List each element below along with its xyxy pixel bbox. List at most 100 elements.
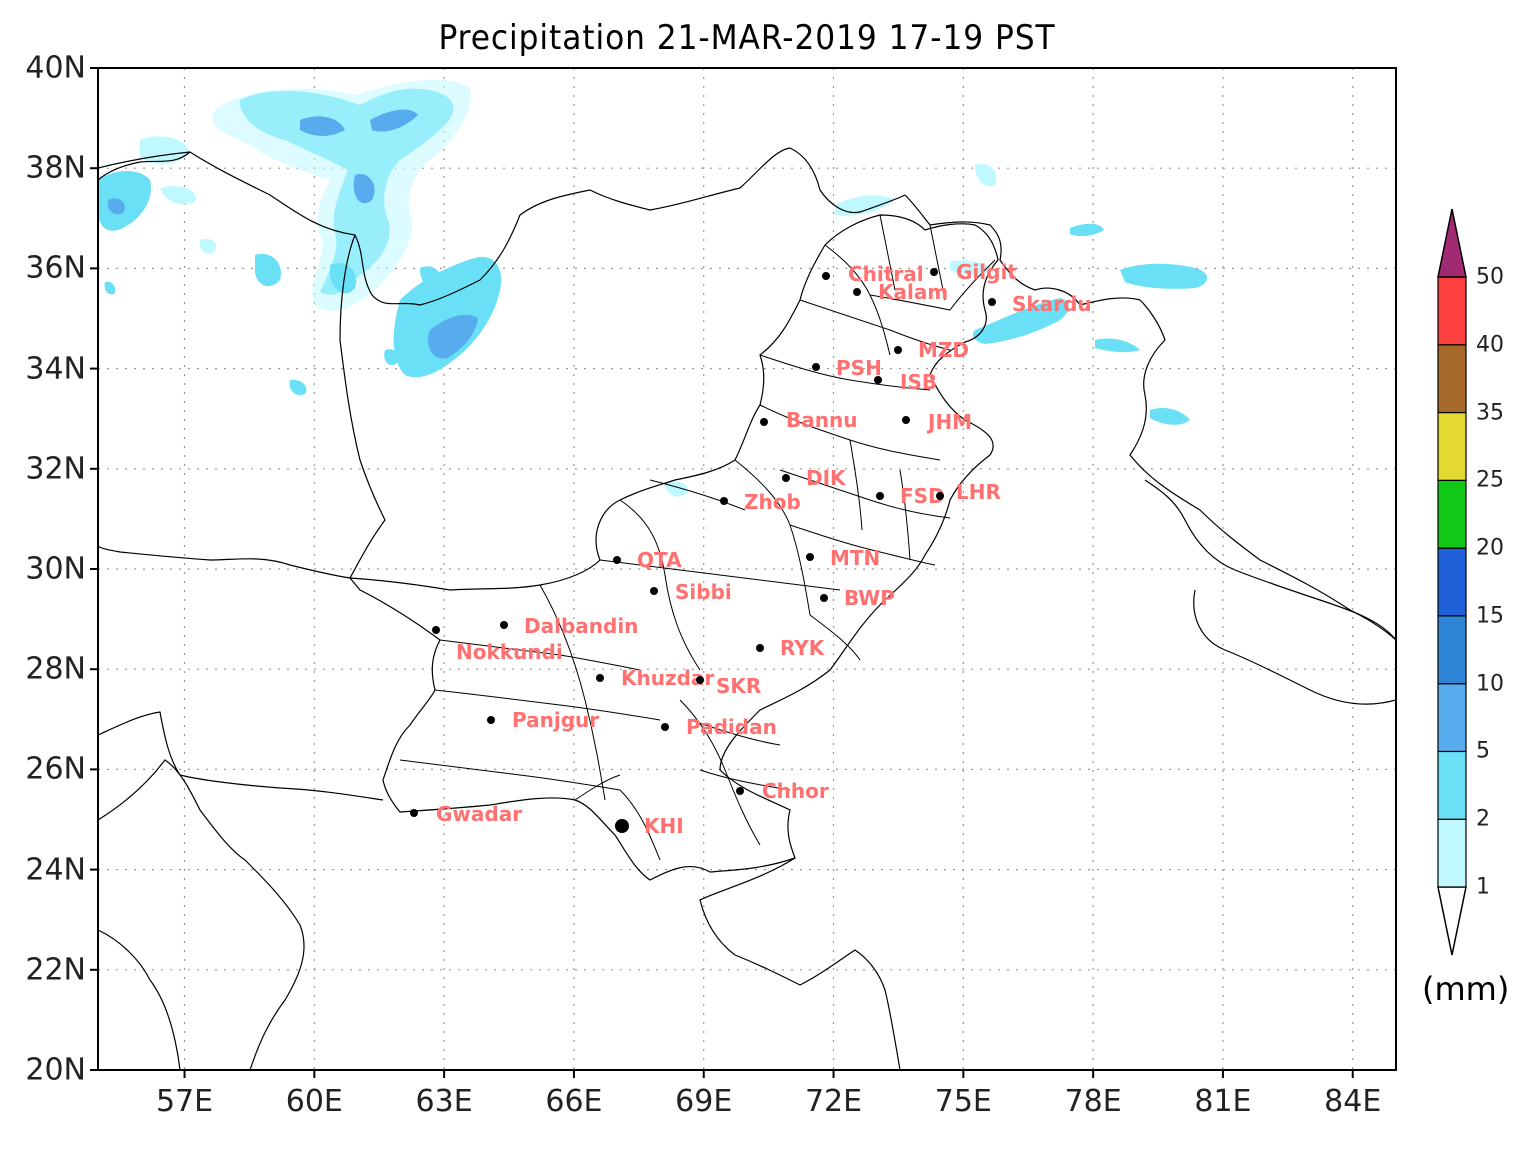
y-tick-label: 38N — [25, 150, 86, 186]
rain-patch-7 — [98, 171, 151, 231]
colorbar-box — [1437, 547, 1467, 617]
city-dot-gwadar — [410, 809, 418, 817]
city-dot-lhr — [936, 492, 944, 500]
colorbar-box — [1437, 683, 1467, 753]
x-tick-label: 66E — [545, 1084, 603, 1119]
colorbar-box — [1437, 615, 1467, 685]
x-tick-label: 84E — [1324, 1084, 1382, 1119]
city-dot-mzd — [894, 346, 902, 354]
colorbar-box — [1437, 818, 1467, 888]
city-label-isb: ISB — [900, 370, 938, 394]
map-title: Precipitation 21-MAR-2019 17-19 PST — [438, 18, 1056, 58]
y-tick-label: 26N — [25, 751, 86, 787]
city-label-mtn: MTN — [830, 546, 881, 570]
city-dot-khuzdar — [596, 674, 604, 682]
rain-patch-8 — [107, 198, 125, 215]
x-tick-label: 78E — [1064, 1084, 1122, 1119]
colorbar-box — [1437, 276, 1467, 346]
colorbar-box — [1437, 750, 1467, 820]
city-dot-mtn — [806, 553, 814, 561]
city-label-jhm: JHM — [928, 410, 973, 434]
x-tick-label: 72E — [804, 1084, 863, 1119]
axis-ticks — [90, 67, 1354, 1078]
x-tick-label: 60E — [285, 1084, 343, 1119]
city-dot-nokkundi — [432, 626, 440, 634]
city-dot-khi — [615, 819, 629, 833]
rain-patch-4 — [393, 256, 502, 378]
city-label-gwadar: Gwadar — [436, 802, 523, 826]
rain-patch-9 — [140, 136, 217, 254]
rain-patch-11 — [973, 298, 1069, 344]
city-dot-padidan — [661, 723, 669, 731]
colorbar-box — [1437, 411, 1467, 481]
x-tick-label: 63E — [415, 1084, 473, 1119]
colorbar-unit: (mm) — [1422, 970, 1510, 1008]
city-label-qta: QTA — [637, 548, 682, 572]
colorbar-level-label: 40 — [1476, 332, 1504, 358]
city-dot-dik — [782, 474, 790, 482]
city-label-ryk: RYK — [780, 636, 825, 660]
rain-patch-13 — [1070, 223, 1190, 425]
city-label-dalbandin: Dalbandin — [524, 614, 639, 638]
city-label-bannu: Bannu — [786, 408, 858, 432]
city-dot-bwp — [820, 594, 828, 602]
y-tick-label: 28N — [25, 651, 86, 687]
rain-patch-2 — [212, 79, 471, 312]
y-tick-label: 32N — [25, 451, 86, 487]
colorbar-box — [1437, 479, 1467, 549]
precipitation-patches — [98, 79, 1208, 497]
city-label-khi: KHI — [644, 814, 684, 838]
city-label-mzd: MZD — [918, 338, 970, 362]
city-dot-jhm — [902, 416, 910, 424]
city-label-nokkundi: Nokkundi — [456, 640, 563, 664]
colorbar-level-label: 35 — [1476, 400, 1504, 426]
y-tick-label: 30N — [25, 551, 86, 587]
rain-patch-14 — [665, 163, 997, 497]
colorbar — [1437, 208, 1467, 956]
city-label-chitral: Chitral — [848, 262, 924, 286]
colorbar-level-label: 2 — [1476, 806, 1490, 832]
colorbar-lower-arrow — [1437, 886, 1467, 956]
city-label-padidan: Padidan — [686, 715, 777, 739]
city-dot-qta — [613, 556, 621, 564]
city-label-gilgit: Gilgit — [956, 260, 1017, 284]
colorbar-level-label: 1 — [1476, 874, 1490, 900]
colorbar-level-label: 15 — [1476, 603, 1504, 629]
y-tick-label: 40N — [25, 50, 86, 86]
city-label-chhor: Chhor — [762, 779, 829, 803]
city-dot-zhob — [720, 497, 728, 505]
rain-patch-5 — [427, 314, 478, 359]
city-dot-isb — [874, 376, 882, 384]
city-dot-skardu — [988, 298, 996, 306]
y-tick-label: 20N — [25, 1052, 86, 1088]
y-tick-label: 24N — [25, 852, 86, 888]
city-label-sibbi: Sibbi — [675, 580, 732, 604]
city-dot-dalbandin — [500, 621, 508, 629]
colorbar-level-label: 25 — [1476, 467, 1504, 493]
city-label-kalam: Kalam — [878, 280, 949, 304]
city-label-skr: SKR — [716, 674, 762, 698]
city-label-skardu: Skardu — [1012, 292, 1092, 316]
city-dot-panjgur — [487, 716, 495, 724]
rain-patch-3 — [300, 109, 418, 204]
x-tick-label: 69E — [675, 1084, 733, 1119]
grid-lines — [98, 68, 1396, 1070]
rain-patch-12 — [1120, 263, 1208, 289]
country-borders — [98, 147, 1396, 1070]
city-dot-ryk — [756, 644, 764, 652]
city-dot-chitral — [822, 272, 830, 280]
district-borders — [399, 214, 996, 861]
colorbar-level-label: 50 — [1476, 264, 1504, 290]
colorbar-level-label: 10 — [1476, 671, 1504, 697]
colorbar-level-label: 5 — [1476, 738, 1490, 764]
city-dot-skr — [696, 676, 704, 684]
rain-patch-6 — [255, 253, 442, 294]
colorbar-upper-arrow — [1437, 208, 1467, 278]
city-label-psh: PSH — [836, 356, 882, 380]
city-label-panjgur: Panjgur — [512, 708, 600, 732]
city-dot-bannu — [760, 418, 768, 426]
city-dot-kalam — [853, 288, 861, 296]
city-dot-gilgit — [930, 268, 938, 276]
city-label-bwp: BWP — [844, 586, 895, 610]
